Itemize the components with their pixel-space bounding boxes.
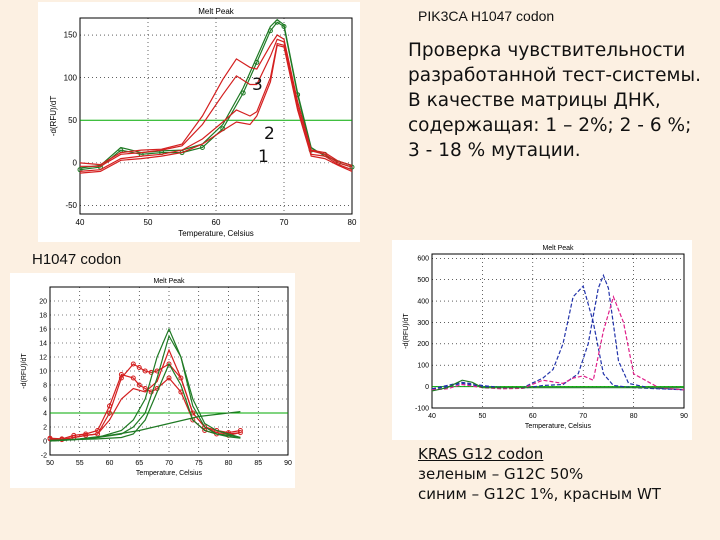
melt-peak-chart-h1047: Melt Peak Temperature, Celsius -d(RFU)/dT 5… — [21, 278, 292, 477]
y-tick-label: 18 — [39, 312, 47, 319]
data-point-red — [142, 368, 148, 374]
data-point-red — [130, 375, 136, 381]
data-point-red — [237, 428, 243, 433]
x-tick-label: 80 — [630, 413, 638, 420]
plot-area — [79, 17, 353, 215]
y-tick-label: 4 — [43, 410, 47, 417]
x-tick-label: 60 — [106, 460, 114, 467]
y-tick-label: 12 — [39, 354, 47, 361]
data-point-red — [166, 361, 172, 367]
x-tick-label: 60 — [529, 413, 537, 420]
slide-title: PIK3CA H1047 codon — [418, 8, 555, 24]
x-tick-label: 65 — [135, 460, 143, 467]
chart-title: Melt Peak — [198, 7, 235, 16]
series-line-green — [49, 362, 241, 441]
y-tick-label: 200 — [417, 341, 429, 348]
x-tick-label: 80 — [225, 460, 233, 467]
y-tick-label: 150 — [64, 31, 78, 40]
data-point-red — [166, 375, 172, 381]
x-tick-label: 50 — [144, 218, 153, 227]
x-tick-label: 80 — [348, 218, 357, 227]
curve-marker-1: 1 — [258, 147, 269, 167]
y-tick-label: -100 — [415, 405, 429, 412]
data-point-red — [142, 386, 148, 391]
series-line-red — [80, 38, 353, 168]
data-point-red — [118, 372, 124, 377]
caption-title: KRAS G12 codon — [418, 445, 544, 463]
x-tick-label: 55 — [76, 460, 84, 467]
y-tick-label: 2 — [43, 424, 47, 431]
data-point-red — [136, 365, 142, 370]
y-tick-label: 0 — [425, 384, 429, 391]
series-line-green — [79, 18, 353, 169]
y-tick-label: 14 — [39, 340, 47, 347]
slide-description: Проверка чувствительности разработанной … — [408, 40, 702, 161]
y-tick-label: 8 — [43, 382, 47, 389]
y-tick-label: -50 — [65, 201, 77, 210]
x-tick-label: 75 — [195, 460, 203, 467]
chart-panel-kras: Melt Peak Temperature, Celsius -d(RFU)/dT 4… — [392, 240, 692, 440]
x-tick-label: 70 — [280, 218, 289, 227]
x-tick-label: 90 — [680, 413, 688, 420]
x-tick-label: 60 — [212, 218, 221, 227]
x-tick-label: 40 — [428, 413, 436, 420]
x-tick-label: 70 — [579, 413, 587, 420]
curve-marker-3: 3 — [252, 75, 263, 95]
y-tick-label: -2 — [41, 452, 47, 459]
y-tick-label: 600 — [417, 256, 429, 263]
caption-line-2: синим – G12C 1%, красным WT — [418, 485, 661, 503]
series-line-red — [79, 44, 353, 174]
chart-panel-h1047: Melt Peak Temperature, Celsius -d(RFU)/dT 5… — [10, 273, 295, 488]
y-tick-label: 0 — [43, 438, 47, 445]
chart-title: Melt Peak — [542, 245, 574, 252]
series-line-green — [49, 411, 241, 442]
y-tick-label: 20 — [39, 298, 47, 305]
x-tick-label: 50 — [46, 460, 54, 467]
y-tick-label: 6 — [43, 396, 47, 403]
y-tick-label: 100 — [64, 73, 78, 82]
data-point-red — [107, 403, 112, 409]
y-tick-label: 400 — [417, 298, 429, 305]
x-tick-label: 70 — [165, 460, 173, 467]
y-tick-label: 500 — [417, 277, 429, 284]
kras-caption: KRAS G12 codon зеленым – G12C 50% синим … — [418, 444, 661, 504]
x-tick-label: 50 — [479, 413, 487, 420]
y-tick-label: 10 — [39, 368, 47, 375]
y-axis-label: -d(RFU)/dT — [403, 313, 410, 349]
melt-peak-chart-pik3ca: Melt Peak Temperature, Celsius -d(RFU)/dT 4… — [49, 7, 357, 238]
chart-label-h1047: H1047 codon — [32, 251, 122, 268]
chart-title: Melt Peak — [153, 278, 185, 285]
y-tick-label: 300 — [417, 320, 429, 327]
y-tick-label: 0 — [73, 159, 78, 168]
x-tick-label: 85 — [254, 460, 262, 467]
data-point-green — [240, 90, 246, 96]
y-axis-label: -d(RFU)/dT — [49, 96, 58, 137]
x-axis-label: Temperature, Celsius — [136, 470, 203, 477]
series-line-green — [431, 379, 684, 392]
data-point-red — [107, 410, 112, 416]
x-tick-label: 90 — [284, 460, 292, 467]
x-axis-label: Temperature, Celsius — [525, 423, 592, 430]
curve-marker-2: 2 — [264, 124, 275, 144]
y-tick-label: 50 — [68, 116, 77, 125]
series-line-magenta — [431, 294, 685, 391]
y-axis-label: -d(RFU)/dT — [21, 353, 28, 389]
melt-peak-chart-kras: Melt Peak Temperature, Celsius -d(RFU)/dT 4… — [403, 245, 688, 430]
y-tick-label: 100 — [417, 363, 429, 370]
x-tick-label: 40 — [76, 218, 85, 227]
data-point-red — [178, 375, 184, 381]
series-line-blue — [431, 273, 685, 391]
chart-panel-pik3ca: Melt Peak Temperature, Celsius -d(RFU)/dT 4… — [38, 2, 360, 242]
data-point-red — [136, 382, 142, 388]
data-point-green — [199, 145, 205, 151]
x-axis-label: Temperature, Celsius — [178, 229, 254, 238]
data-point-red — [130, 361, 136, 367]
y-tick-label: 16 — [39, 326, 47, 333]
caption-line-1: зеленым – G12C 50% — [418, 465, 584, 483]
data-point-red — [95, 428, 101, 433]
